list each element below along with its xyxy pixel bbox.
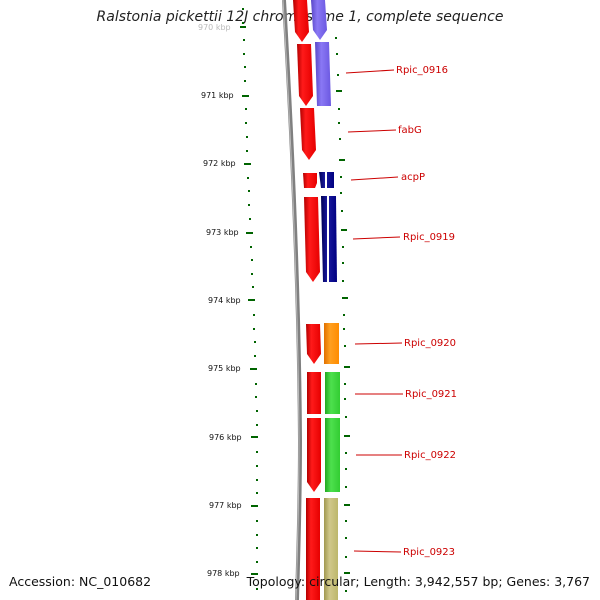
label-leaders [345, 69, 403, 553]
gene-feature-rpic-0919-split [327, 196, 329, 282]
minor-ticks-outer [242, 8, 258, 590]
gene-track [311, 0, 340, 600]
gene-label-rpic-0923[interactable]: Rpic_0923 [403, 547, 455, 558]
cds-feature[interactable] [306, 498, 320, 600]
accession-text: Accession: NC_010682 [9, 574, 152, 589]
tick-label-972: 972 kbp [203, 159, 236, 168]
cds-feature[interactable] [303, 173, 317, 188]
tick-label-974: 974 kbp [208, 296, 241, 305]
gene-feature-rpic-0921[interactable] [325, 372, 340, 414]
tick-label-975: 975 kbp [208, 364, 241, 373]
tick-label-970: 970 kbp [198, 23, 231, 32]
backbone-ring [282, 0, 303, 600]
cds-feature[interactable] [307, 418, 321, 492]
gene-label-fabg[interactable]: fabG [398, 125, 422, 136]
tick-ruler [240, 8, 350, 592]
tick-label-973: 973 kbp [206, 228, 239, 237]
major-ticks [240, 26, 258, 575]
tick-label-976: 976 kbp [209, 433, 242, 442]
gene-label-acpp[interactable]: acpP [401, 172, 425, 183]
tick-label-978: 978 kbp [207, 569, 240, 578]
gene-feature-purple-top[interactable] [311, 0, 327, 40]
backbone-highlight [282, 0, 300, 600]
gene-feature-rpic-0922[interactable] [325, 418, 340, 492]
gene-label-rpic-0920[interactable]: Rpic_0920 [404, 338, 456, 349]
gene-label-rpic-0922[interactable]: Rpic_0922 [404, 450, 456, 461]
cds-feature[interactable] [306, 324, 321, 364]
cds-track [293, 0, 321, 600]
gene-label-rpic-0919[interactable]: Rpic_0919 [403, 232, 455, 243]
cds-feature[interactable] [307, 372, 321, 414]
tick-label-971: 971 kbp [201, 91, 234, 100]
gene-label-rpic-0921[interactable]: Rpic_0921 [405, 389, 457, 400]
topology-text: Topology: circular; Length: 3,942,557 bp… [246, 574, 590, 589]
cds-feature[interactable] [300, 108, 316, 160]
gene-feature-rpic-0923[interactable] [324, 498, 338, 600]
tick-label-977: 977 kbp [209, 501, 242, 510]
cds-feature[interactable] [304, 197, 320, 282]
gene-feature-rpic-0920[interactable] [324, 323, 339, 364]
gene-label-rpic-0916[interactable]: Rpic_0916 [396, 65, 448, 76]
cds-feature[interactable] [293, 0, 309, 42]
gene-feature-rpic-0916[interactable] [315, 42, 331, 106]
cds-feature[interactable] [297, 44, 313, 106]
gene-feature-acpp-notch [325, 172, 327, 188]
minor-ticks-inner [335, 37, 350, 592]
